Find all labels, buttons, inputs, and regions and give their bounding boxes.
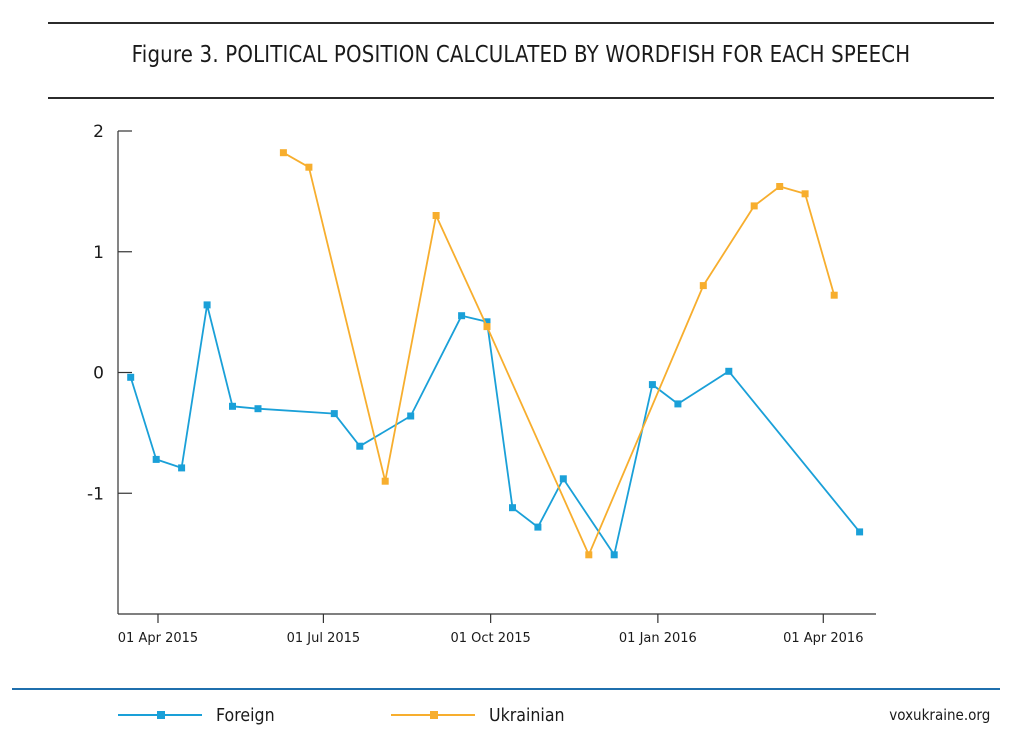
data-point-foreign: [559, 475, 567, 483]
series-line-ukrainian: [282, 151, 836, 556]
legend-line-foreign: [118, 711, 202, 719]
x-tick-label: 01 Jan 2016: [619, 631, 697, 646]
data-point-foreign: [229, 402, 236, 410]
series-line-foreign: [129, 303, 861, 556]
x-tick-label: 01 Oct 2015: [450, 631, 530, 646]
data-point-ukrainian: [699, 282, 707, 290]
y-tick-label: 1: [93, 243, 104, 263]
footer-rule: [12, 688, 1000, 690]
y-tick-label: 2: [93, 122, 104, 142]
data-point-ukrainian: [750, 202, 758, 210]
data-point-foreign: [509, 504, 516, 512]
source-credit: voxukraine.org: [888, 706, 990, 724]
y-tick-label: -1: [87, 484, 104, 504]
data-point-foreign: [330, 410, 338, 418]
chart-series: [127, 149, 864, 559]
data-point-foreign: [534, 523, 542, 531]
data-point-foreign: [152, 455, 160, 463]
legend-label-ukrainian: Ukrainian: [489, 704, 565, 726]
data-point-foreign: [648, 381, 656, 389]
x-tick-label: 01 Apr 2016: [783, 631, 863, 646]
legend-item-ukrainian: Ukrainian: [391, 703, 575, 727]
data-point-foreign: [674, 400, 682, 408]
chart-axes: 2 1 0 -1 01 Apr 2015 01 Jul 2015 01 Oct 2015 01…: [87, 122, 876, 646]
data-point-ukrainian: [381, 477, 389, 485]
data-point-ukrainian: [432, 212, 440, 219]
data-point-ukrainian: [585, 551, 593, 559]
x-tick-label: 01 Apr 2015: [118, 631, 198, 646]
data-point-foreign: [127, 373, 135, 381]
data-point-foreign: [407, 412, 415, 420]
data-point-ukrainian: [483, 323, 491, 331]
data-point-foreign: [356, 442, 364, 450]
legend-marker-ukrainian-icon: [430, 711, 438, 719]
data-point-ukrainian: [776, 183, 784, 190]
legend-marker-foreign-icon: [157, 711, 165, 719]
data-point-foreign: [458, 312, 466, 320]
data-point-foreign: [856, 528, 864, 536]
data-point-foreign: [483, 318, 491, 326]
data-point-foreign: [178, 464, 186, 472]
chart-title: Figure 3. POLITICAL POSITION CALCULATED …: [131, 42, 911, 68]
legend-line-ukrainian: [391, 711, 475, 719]
data-point-foreign: [610, 551, 618, 559]
data-point-ukrainian: [830, 291, 838, 299]
legend-label-foreign: Foreign: [216, 704, 275, 726]
top-rule: [48, 22, 994, 24]
data-point-ukrainian: [305, 163, 313, 171]
y-tick-label: 0: [93, 364, 104, 384]
data-point-ukrainian: [801, 190, 809, 198]
x-tick-label: 01 Jul 2015: [287, 631, 361, 646]
data-point-foreign: [725, 367, 733, 375]
data-point-foreign: [203, 301, 211, 309]
data-point-foreign: [254, 405, 262, 413]
legend-item-foreign: Foreign: [118, 703, 283, 727]
data-point-ukrainian: [279, 149, 287, 157]
title-rule: [48, 97, 994, 99]
